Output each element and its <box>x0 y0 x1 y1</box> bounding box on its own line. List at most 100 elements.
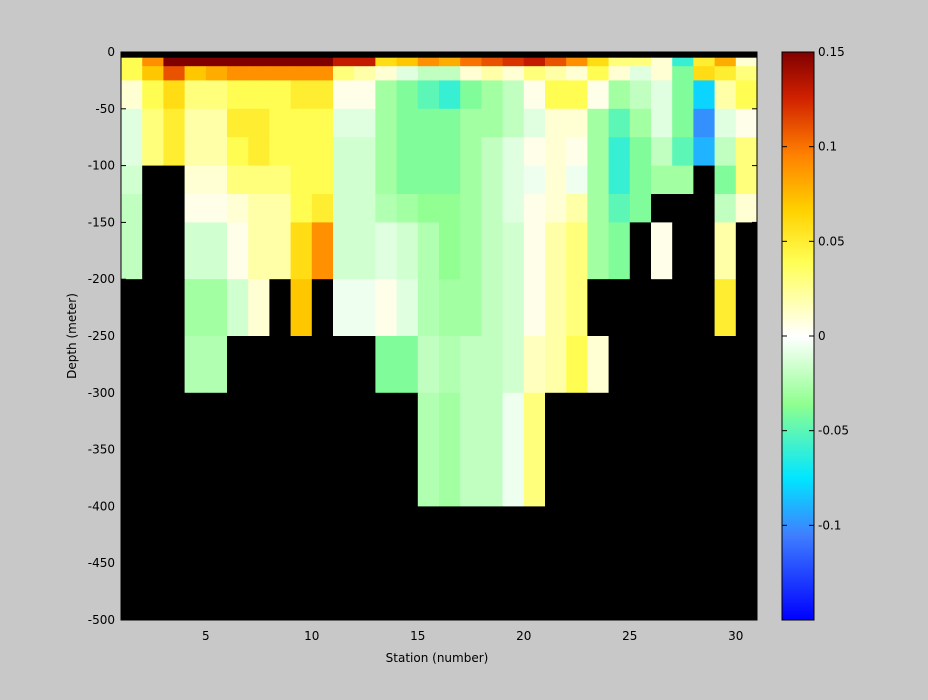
heatmap-cell <box>629 66 652 81</box>
heatmap-cell <box>545 165 567 195</box>
heatmap-cell <box>417 137 440 167</box>
heatmap-cell <box>269 506 292 621</box>
heatmap-cell <box>375 222 398 280</box>
heatmap-cell <box>163 137 186 167</box>
heatmap-cell <box>439 66 461 81</box>
heatmap-cell <box>184 165 207 195</box>
heatmap-cell <box>714 80 737 110</box>
heatmap-cell <box>651 108 673 138</box>
heatmap-cell <box>227 392 249 507</box>
heatmap-cell <box>121 165 143 195</box>
heatmap-cell <box>311 194 334 223</box>
heatmap-cell <box>311 279 334 337</box>
heatmap-cell <box>523 279 546 337</box>
heatmap-cell <box>460 194 482 223</box>
heatmap-cell <box>290 222 313 280</box>
heatmap-cell <box>333 80 355 110</box>
heatmap-cell <box>523 52 546 59</box>
heatmap-cell <box>417 66 440 81</box>
heatmap-cell <box>227 57 249 67</box>
heatmap-cell <box>375 66 398 81</box>
heatmap-cell <box>121 137 143 167</box>
heatmap-cell <box>545 194 567 223</box>
heatmap-cell <box>354 80 376 110</box>
y-tick-label: -350 <box>88 443 115 457</box>
heatmap-cell <box>269 392 292 507</box>
heatmap-cell <box>205 66 228 81</box>
heatmap-cell <box>672 108 694 138</box>
heatmap-cell <box>566 506 588 621</box>
heatmap-cell <box>417 279 440 337</box>
heatmap-cell <box>142 66 164 81</box>
heatmap-cell <box>714 336 737 394</box>
heatmap-cell <box>714 392 737 507</box>
heatmap-cell <box>587 392 610 507</box>
heatmap-cell <box>481 108 504 138</box>
heatmap-cell <box>672 506 694 621</box>
heatmap-cell <box>269 336 292 394</box>
heatmap-cell <box>651 57 673 67</box>
heatmap-cell <box>248 222 270 280</box>
heatmap-cell <box>142 506 164 621</box>
heatmap-cell <box>502 80 525 110</box>
heatmap-cell <box>163 108 186 138</box>
heatmap-cell <box>714 52 737 59</box>
heatmap-cell <box>629 137 652 167</box>
heatmap-cell <box>417 57 440 67</box>
heatmap-cell <box>545 222 567 280</box>
heatmap-cell <box>269 108 292 138</box>
heatmap-cell <box>651 506 673 621</box>
heatmap-cell <box>523 506 546 621</box>
heatmap-cell <box>142 222 164 280</box>
heatmap-cell <box>714 57 737 67</box>
heatmap-cell <box>481 392 504 507</box>
heatmap-cell <box>608 137 631 167</box>
heatmap-cell <box>439 194 461 223</box>
heatmap-cell <box>608 222 631 280</box>
heatmap-cell <box>248 66 270 81</box>
heatmap-cell <box>629 52 652 59</box>
heatmap-cell <box>693 279 716 337</box>
heatmap-cell <box>608 57 631 67</box>
heatmap-cell <box>396 80 419 110</box>
heatmap-cell <box>608 506 631 621</box>
heatmap-cell <box>121 194 143 223</box>
heatmap-cell <box>163 506 186 621</box>
heatmap-cell <box>566 57 588 67</box>
heatmap-cell <box>311 165 334 195</box>
heatmap-cell <box>587 57 610 67</box>
heatmap-cell <box>311 52 334 59</box>
heatmap-cell <box>651 336 673 394</box>
heatmap-cell <box>587 66 610 81</box>
heatmap-cell <box>163 57 186 67</box>
heatmap-cell <box>311 80 334 110</box>
heatmap-cell <box>502 52 525 59</box>
heatmap-cell <box>587 279 610 337</box>
heatmap-cell <box>227 137 249 167</box>
heatmap-cell <box>693 336 716 394</box>
heatmap-cell <box>205 336 228 394</box>
heatmap-cell <box>735 506 758 621</box>
heatmap-cell <box>184 336 207 394</box>
heatmap-cell <box>502 165 525 195</box>
heatmap-cell <box>396 222 419 280</box>
heatmap-cell <box>269 66 292 81</box>
heatmap-cell <box>375 52 398 59</box>
heatmap-cell <box>693 392 716 507</box>
heatmap-cell <box>248 57 270 67</box>
heatmap-cell <box>608 392 631 507</box>
heatmap-cell <box>545 57 567 67</box>
heatmap-cell <box>608 52 631 59</box>
heatmap-cell <box>205 80 228 110</box>
y-tick-label: -100 <box>88 159 115 173</box>
heatmap-cell <box>460 165 482 195</box>
heatmap-cell <box>629 392 652 507</box>
heatmap-cell <box>396 52 419 59</box>
heatmap-cell <box>142 336 164 394</box>
colorbar-tick-label: 0 <box>818 329 826 343</box>
heatmap-cell <box>354 222 376 280</box>
heatmap-cell <box>545 279 567 337</box>
x-tick-label: 20 <box>516 629 531 643</box>
heatmap-cell <box>205 279 228 337</box>
heatmap-cell <box>735 80 758 110</box>
